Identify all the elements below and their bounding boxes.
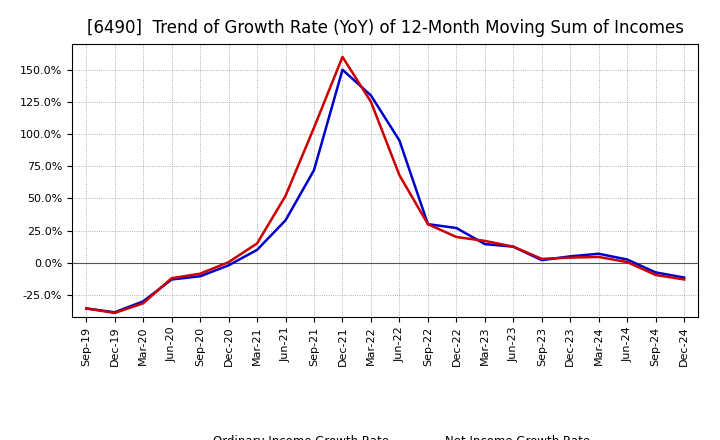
Net Income Growth Rate	[509, 244, 518, 249]
Ordinary Income Growth Rate	[423, 221, 432, 227]
Ordinary Income Growth Rate	[366, 93, 375, 98]
Ordinary Income Growth Rate	[310, 168, 318, 173]
Line: Net Income Growth Rate: Net Income Growth Rate	[86, 57, 684, 313]
Legend: Ordinary Income Growth Rate, Net Income Growth Rate: Ordinary Income Growth Rate, Net Income …	[175, 430, 595, 440]
Ordinary Income Growth Rate	[595, 251, 603, 257]
Net Income Growth Rate	[82, 306, 91, 311]
Ordinary Income Growth Rate	[225, 263, 233, 268]
Net Income Growth Rate	[595, 254, 603, 260]
Net Income Growth Rate	[480, 238, 489, 243]
Ordinary Income Growth Rate	[282, 218, 290, 223]
Net Income Growth Rate	[253, 241, 261, 246]
Ordinary Income Growth Rate	[139, 299, 148, 304]
Ordinary Income Growth Rate	[196, 274, 204, 279]
Net Income Growth Rate	[338, 54, 347, 59]
Ordinary Income Growth Rate	[680, 275, 688, 280]
Net Income Growth Rate	[423, 221, 432, 227]
Net Income Growth Rate	[623, 260, 631, 265]
Net Income Growth Rate	[452, 235, 461, 240]
Ordinary Income Growth Rate	[509, 244, 518, 249]
Net Income Growth Rate	[282, 193, 290, 198]
Net Income Growth Rate	[196, 271, 204, 276]
Line: Ordinary Income Growth Rate: Ordinary Income Growth Rate	[86, 70, 684, 312]
Ordinary Income Growth Rate	[452, 225, 461, 231]
Ordinary Income Growth Rate	[167, 277, 176, 282]
Ordinary Income Growth Rate	[623, 257, 631, 262]
Net Income Growth Rate	[537, 256, 546, 261]
Ordinary Income Growth Rate	[338, 67, 347, 72]
Net Income Growth Rate	[167, 275, 176, 281]
Net Income Growth Rate	[366, 99, 375, 105]
Title: [6490]  Trend of Growth Rate (YoY) of 12-Month Moving Sum of Incomes: [6490] Trend of Growth Rate (YoY) of 12-…	[86, 19, 684, 37]
Net Income Growth Rate	[395, 172, 404, 178]
Ordinary Income Growth Rate	[82, 306, 91, 311]
Net Income Growth Rate	[652, 272, 660, 278]
Net Income Growth Rate	[566, 255, 575, 260]
Ordinary Income Growth Rate	[253, 247, 261, 253]
Ordinary Income Growth Rate	[395, 138, 404, 143]
Ordinary Income Growth Rate	[110, 310, 119, 315]
Ordinary Income Growth Rate	[480, 242, 489, 247]
Ordinary Income Growth Rate	[652, 270, 660, 275]
Net Income Growth Rate	[110, 310, 119, 315]
Net Income Growth Rate	[680, 277, 688, 282]
Net Income Growth Rate	[310, 125, 318, 130]
Net Income Growth Rate	[225, 260, 233, 265]
Ordinary Income Growth Rate	[566, 254, 575, 259]
Ordinary Income Growth Rate	[537, 257, 546, 263]
Net Income Growth Rate	[139, 301, 148, 306]
